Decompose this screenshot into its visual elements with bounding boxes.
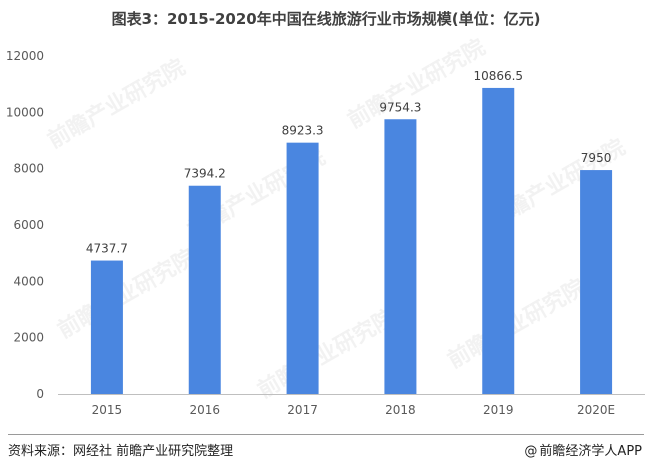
at-icon: @: [524, 444, 538, 459]
data-label-2020E: 7950: [581, 151, 612, 165]
data-label-2017: 8923.3: [282, 124, 324, 138]
watermark-text: 前瞻产业研究院: [253, 304, 399, 404]
bar-2017: [286, 142, 319, 394]
y-tick-label: 0: [36, 387, 44, 401]
data-label-2016: 7394.2: [184, 167, 226, 181]
bar-chart: 前瞻产业研究院前瞻产业研究院前瞻产业研究院前瞻产业研究院前瞻产业研究院前瞻产业研…: [6, 34, 645, 417]
bar-2020E: [580, 170, 613, 394]
watermark-text: 前瞻产业研究院: [53, 244, 199, 344]
bar-series: 4737.7 7394.2 8923.3 9754.3 10866.5 7950: [86, 69, 613, 395]
x-tick-label: 2016: [189, 403, 220, 417]
watermark-text: 前瞻产业研究院: [43, 54, 189, 154]
bar-2018: [384, 119, 417, 395]
y-tick-label: 8000: [13, 162, 44, 176]
watermark-layer: 前瞻产业研究院前瞻产业研究院前瞻产业研究院前瞻产业研究院前瞻产业研究院前瞻产业研…: [43, 34, 629, 404]
watermark-text: 前瞻产业研究院: [343, 34, 489, 134]
data-label-2015: 4737.7: [86, 242, 128, 256]
x-tick-label: 2017: [287, 403, 318, 417]
y-tick-label: 2000: [13, 331, 44, 345]
footer: 资料来源：网经社 前瞻产业研究院整理 @ 前瞻经济学人APP: [0, 434, 652, 468]
bar-2016: [188, 185, 221, 394]
x-tick-label: 2018: [385, 403, 416, 417]
y-tick-label: 6000: [13, 218, 44, 232]
x-tick-label: 2015: [92, 403, 123, 417]
data-label-2018: 9754.3: [379, 100, 421, 114]
data-label-2019: 10866.5: [473, 69, 523, 83]
y-tick-label: 10000: [6, 105, 44, 119]
x-axis: 2015 2016 2017 2018 2019 2020E: [92, 403, 616, 417]
bar-2019: [482, 87, 515, 395]
footer-divider: [8, 434, 644, 435]
brand-name: 前瞻经济学人APP: [539, 444, 642, 459]
brand-credit: @ 前瞻经济学人APP: [524, 440, 642, 459]
source-note: 资料来源：网经社 前瞻产业研究院整理: [8, 444, 234, 459]
bar-2015: [90, 260, 123, 394]
chart-title: 图表3：2015-2020年中国在线旅游行业市场规模(单位：亿元): [111, 10, 541, 28]
x-tick-label: 2020E: [577, 403, 615, 417]
x-tick-label: 2019: [483, 403, 514, 417]
y-axis: 0 2000 4000 6000 8000 10000 12000: [6, 49, 44, 401]
watermark-text: 前瞻产业研究院: [443, 274, 589, 374]
y-tick-label: 4000: [13, 274, 44, 288]
y-tick-label: 12000: [6, 49, 44, 63]
